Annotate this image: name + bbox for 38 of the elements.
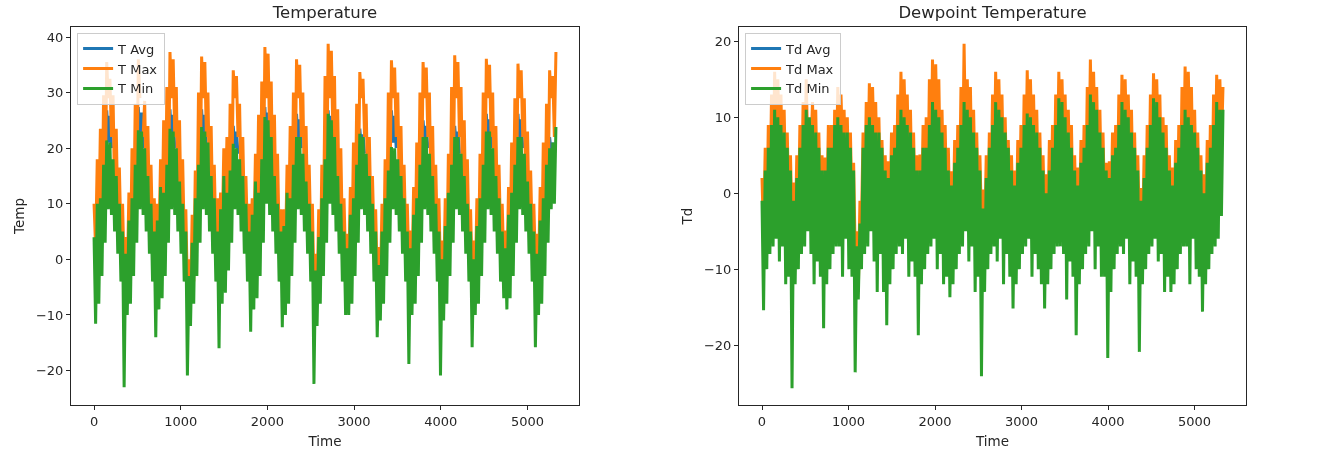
y-tick-label: −10 — [703, 261, 732, 277]
y-tick-label: −10 — [35, 307, 64, 323]
y-tick-label: 0 — [55, 251, 64, 267]
line-series — [92, 112, 558, 389]
legend-label: Td Max — [785, 61, 834, 77]
x-axis-title: Time — [974, 432, 1010, 449]
legend-label: Td Avg — [785, 41, 831, 57]
x-tick-label: 4000 — [424, 413, 458, 429]
y-tick-label: 30 — [46, 85, 64, 101]
x-tick-label: 2000 — [250, 413, 284, 429]
y-tick-label: −20 — [35, 363, 64, 379]
legend-label: T Max — [117, 61, 158, 77]
y-tick-label: 40 — [46, 29, 64, 45]
y-axis-title: Temp — [10, 198, 27, 235]
y-tick-label: −20 — [703, 337, 732, 353]
y-tick-label: 10 — [46, 196, 64, 212]
x-tick-label: 5000 — [1177, 413, 1212, 429]
x-tick-label: 1000 — [164, 413, 198, 429]
x-tick-label: 4000 — [1091, 413, 1125, 429]
y-tick-label: 0 — [723, 185, 732, 201]
y-axis-title: Td — [678, 207, 695, 226]
x-axis-title: Time — [307, 432, 342, 449]
y-tick-label: 20 — [714, 33, 732, 49]
x-tick-label: 0 — [89, 413, 99, 429]
line-series — [760, 93, 1225, 390]
x-tick-label: 3000 — [337, 413, 371, 429]
y-tick-label: 10 — [714, 109, 732, 125]
legend-label: T Avg — [117, 41, 155, 57]
x-tick-label: 1000 — [831, 413, 866, 429]
x-tick-label: 0 — [757, 413, 767, 429]
x-tick-label: 2000 — [918, 413, 952, 429]
chart-title: Temperature — [271, 2, 378, 22]
x-tick-label: 3000 — [1004, 413, 1039, 429]
legend-label: Td Min — [785, 81, 830, 97]
legend-label: T Min — [117, 81, 154, 97]
chart-title: Dewpoint Temperature — [898, 2, 1087, 22]
x-tick-label: 5000 — [510, 413, 544, 429]
y-tick-label: 20 — [46, 140, 64, 156]
